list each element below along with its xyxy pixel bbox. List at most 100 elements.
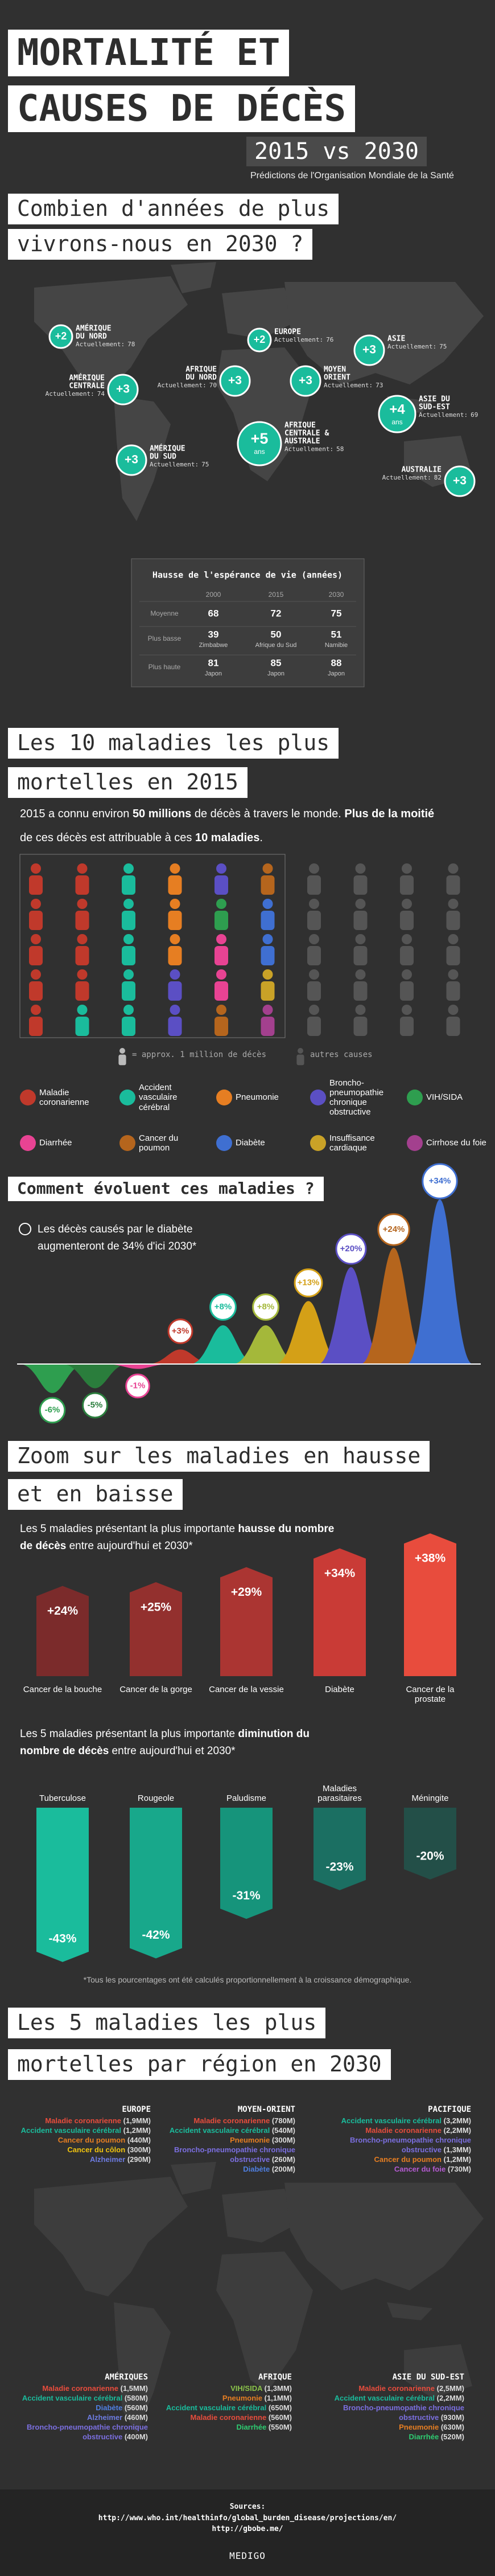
person-body xyxy=(261,981,275,1001)
person-body xyxy=(118,1054,126,1066)
person-body xyxy=(353,946,368,965)
person-body xyxy=(400,875,414,895)
person-body xyxy=(446,875,460,895)
region-current: Actuellement: 70 xyxy=(158,382,217,389)
region-item: Pneumonie (1,1MM) xyxy=(150,2394,292,2403)
disease-name: Maladie coronarienne xyxy=(358,2384,435,2393)
person-head xyxy=(355,1005,366,1015)
text-segment: du nombre de décès xyxy=(20,1523,335,1553)
death-count: (650M) xyxy=(268,2403,292,2412)
current-label: Actuellement: xyxy=(158,382,207,389)
gain-label: +2 xyxy=(55,330,67,342)
value-label: +25% xyxy=(141,1601,172,1614)
region-current: Actuellement: 76 xyxy=(274,336,333,343)
value-badge xyxy=(125,1373,150,1399)
current-label: Actuellement: xyxy=(419,411,468,419)
death-count: (930M) xyxy=(440,2413,464,2422)
person-body xyxy=(168,946,182,965)
person-body xyxy=(400,981,414,1001)
value-label: -42% xyxy=(142,1928,170,1942)
disease-name: Diarrhée xyxy=(409,2432,439,2441)
region-name: DU NORD xyxy=(76,333,107,341)
current-label: Actuellement: xyxy=(76,341,125,348)
region-item: Maladie coronarienne (2,2MM) xyxy=(329,2126,471,2136)
region-item: Accident vasculaire cérébral (650M) xyxy=(150,2403,292,2413)
disease-name: Diabète xyxy=(96,2403,123,2412)
legend-swatch xyxy=(216,1135,232,1151)
region-item: Accident vasculaire cérébral (540M) xyxy=(153,2126,295,2136)
comparison: 2015 vs 2030 xyxy=(246,137,427,166)
table-place: Japon xyxy=(205,670,222,677)
value-badge xyxy=(252,1293,279,1321)
gain-label: +3 xyxy=(362,343,376,357)
intro-segment: Plus de la moitié xyxy=(344,808,434,820)
value-badge xyxy=(39,1396,66,1424)
table-place: Afrique du Sud xyxy=(255,642,297,649)
text-segment: entre aujourd'hui et 2030* xyxy=(66,1540,193,1553)
region-item: Alzheimer (290M) xyxy=(9,2155,151,2165)
person-head xyxy=(216,934,226,944)
death-count: (1,1MM) xyxy=(264,2394,292,2403)
person-head xyxy=(170,863,180,874)
region-item: Diabète (200M) xyxy=(153,2165,295,2174)
person-head xyxy=(448,969,459,980)
gain-bubble xyxy=(219,365,251,397)
bar xyxy=(130,1808,182,1959)
gain-label: +3 xyxy=(125,453,138,466)
section-title: et en baisse xyxy=(8,1479,183,1510)
person-body xyxy=(75,946,89,965)
current-value: 73 xyxy=(376,382,383,389)
death-count: (2,5MM) xyxy=(436,2384,464,2393)
value-badge xyxy=(294,1268,323,1297)
intro-segment: ces xyxy=(174,832,195,844)
disease-name: Maladie coronarienne xyxy=(193,2116,270,2125)
value-label: -1% xyxy=(130,1381,146,1390)
bar xyxy=(130,1582,182,1676)
disease-name: Pneumonie xyxy=(222,2394,262,2403)
value-label: -5% xyxy=(88,1400,103,1410)
intro-segment: de ces décès est attribuable à xyxy=(20,832,174,844)
disease-name: Pneumonie xyxy=(399,2422,439,2431)
person-body xyxy=(29,946,43,965)
person-body xyxy=(168,875,182,895)
gain-label: +3 xyxy=(116,383,130,396)
region-name: ORIENT xyxy=(324,374,350,382)
intro-segment: 2015 a connu environ xyxy=(20,808,133,820)
bar xyxy=(36,1808,89,1962)
person-body xyxy=(400,911,414,930)
region-name: AMÉRIQUE xyxy=(150,444,185,453)
region-item: Cancer du foie (730M) xyxy=(329,2165,471,2174)
footer-logo: MEDIGO xyxy=(229,2550,266,2561)
chart-text: Les 5 maladies présentant la plus import… xyxy=(20,1521,339,1555)
region-name: AUSTRALE xyxy=(284,437,320,446)
legend-text: Pneumonie xyxy=(236,1092,279,1103)
value-label: +29% xyxy=(231,1586,262,1599)
table-value: 39 xyxy=(208,629,219,640)
disease-name: Cancer du poumon xyxy=(374,2155,442,2164)
person-body xyxy=(29,981,43,1001)
section-title: Les 5 maladies les plus xyxy=(8,2008,326,2038)
region-name: CENTRALE & xyxy=(284,429,329,438)
death-count: (520M) xyxy=(440,2432,464,2441)
table-value: 81 xyxy=(208,657,219,668)
region-name: MOYEN-ORIENT xyxy=(237,2105,295,2114)
gain-label: +3 xyxy=(228,374,242,387)
category: Rougeole xyxy=(137,1793,175,1803)
region-item: Maladie coronarienne (780M) xyxy=(153,2116,295,2126)
person-body xyxy=(353,875,368,895)
value-label: +13% xyxy=(298,1277,320,1287)
person-head xyxy=(402,969,412,980)
person-head xyxy=(402,1005,412,1015)
person-body xyxy=(122,875,135,895)
person-body xyxy=(261,911,275,930)
region-name: ASIE DU SUD-EST xyxy=(392,2373,464,2382)
person-body xyxy=(446,911,460,930)
category: Tuberculose xyxy=(39,1793,86,1803)
category: Paludisme xyxy=(226,1793,267,1803)
region-name: SUD-EST xyxy=(419,403,450,412)
text-segment: du nombre de décès xyxy=(20,1728,310,1758)
region-item: Broncho-pneumopathie chronique obstructi… xyxy=(322,2403,464,2423)
person-head xyxy=(77,1005,88,1015)
person-head xyxy=(448,863,459,874)
